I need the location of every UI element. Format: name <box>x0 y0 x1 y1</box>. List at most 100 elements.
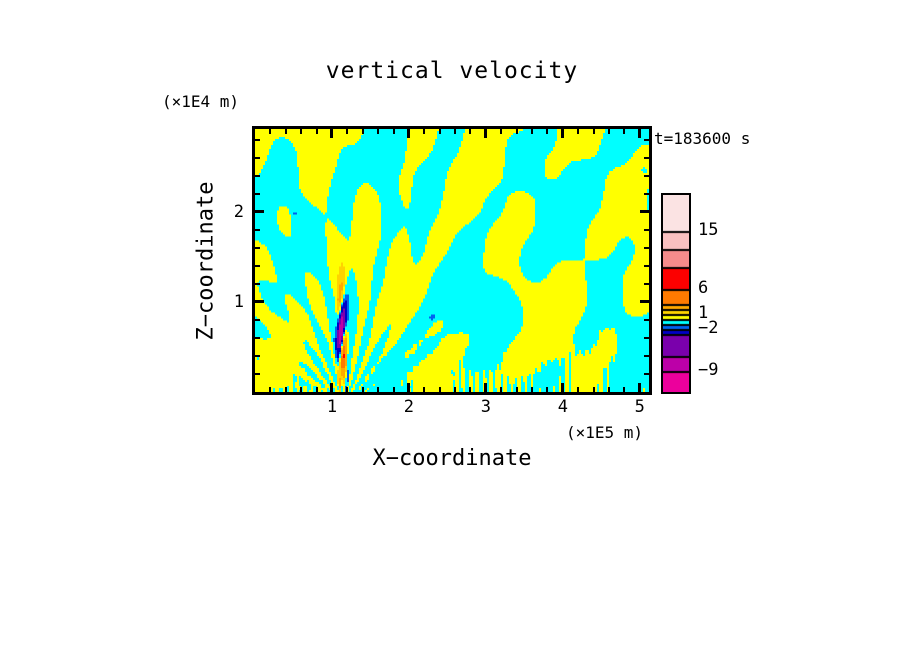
tick-mark <box>644 246 649 249</box>
tick-mark <box>644 228 649 231</box>
tick-mark <box>546 387 549 392</box>
x-axis-title: X−coordinate <box>372 446 532 471</box>
tick-mark <box>644 264 649 267</box>
x-tick-label: 2 <box>403 397 415 417</box>
tick-mark <box>255 138 260 141</box>
tick-mark <box>377 129 380 134</box>
tick-mark <box>269 387 272 392</box>
tick-mark <box>377 387 380 392</box>
x-tick-label: 3 <box>480 397 491 417</box>
tick-mark <box>315 129 318 134</box>
tick-mark <box>255 246 260 249</box>
tick-mark <box>640 210 649 214</box>
tick-mark <box>361 129 364 134</box>
tick-mark <box>255 354 260 357</box>
tick-mark <box>561 129 565 138</box>
tick-mark <box>607 129 610 134</box>
timestamp-label: t=183600 s <box>654 129 751 148</box>
tick-mark <box>644 192 649 195</box>
tick-mark <box>438 387 441 392</box>
tick-mark <box>500 129 503 134</box>
x-axis-unit-label: (×1E5 m) <box>566 423 644 442</box>
tick-mark <box>454 129 457 134</box>
tick-mark <box>500 387 503 392</box>
tick-mark <box>607 387 610 392</box>
x-tick-label: 1 <box>326 397 338 417</box>
tick-mark <box>300 129 303 134</box>
tick-mark <box>454 387 457 392</box>
heatmap-canvas <box>255 129 649 392</box>
tick-mark <box>592 387 595 392</box>
tick-mark <box>469 387 472 392</box>
tick-mark <box>392 387 395 392</box>
tick-mark <box>255 192 260 195</box>
tick-mark <box>531 129 534 134</box>
tick-mark <box>330 129 334 138</box>
tick-mark <box>392 129 395 134</box>
tick-mark <box>644 354 649 357</box>
colorbar-label: −2 <box>698 317 719 338</box>
tick-mark <box>330 383 334 392</box>
y-tick-label: 2 <box>233 201 244 222</box>
tick-mark <box>255 228 260 231</box>
tick-mark <box>644 318 649 321</box>
tick-mark <box>300 387 303 392</box>
y-tick-label: 1 <box>233 291 244 312</box>
tick-mark <box>623 129 626 134</box>
tick-mark <box>484 129 488 138</box>
tick-mark <box>644 372 649 375</box>
tick-mark <box>255 264 260 267</box>
colorbar <box>661 193 691 394</box>
tick-mark <box>423 129 426 134</box>
chart-title: vertical velocity <box>325 58 579 84</box>
tick-mark <box>269 129 272 134</box>
tick-mark <box>531 387 534 392</box>
tick-mark <box>638 383 642 392</box>
tick-mark <box>255 336 260 339</box>
tick-mark <box>644 282 649 285</box>
tick-mark <box>407 383 411 392</box>
tick-mark <box>546 129 549 134</box>
tick-mark <box>284 129 287 134</box>
tick-mark <box>255 372 260 375</box>
tick-mark <box>515 387 518 392</box>
colorbar-label: 15 <box>698 219 719 240</box>
x-tick-label: 4 <box>557 397 568 417</box>
colorbar-label: 1 <box>698 302 709 323</box>
tick-mark <box>644 336 649 339</box>
plot-frame <box>252 126 652 395</box>
tick-mark <box>255 174 260 177</box>
tick-mark <box>255 210 264 214</box>
tick-mark <box>346 387 349 392</box>
x-tick-label: 5 <box>634 397 645 417</box>
y-axis-unit-label: (×1E4 m) <box>162 92 240 111</box>
tick-mark <box>515 129 518 134</box>
tick-mark <box>423 387 426 392</box>
colorbar-label: 6 <box>698 277 709 298</box>
tick-mark <box>644 138 649 141</box>
tick-mark <box>644 174 649 177</box>
tick-mark <box>638 129 642 138</box>
tick-mark <box>623 387 626 392</box>
tick-mark <box>361 387 364 392</box>
tick-mark <box>255 318 260 321</box>
tick-mark <box>484 383 488 392</box>
colorbar-label: −9 <box>698 359 719 380</box>
tick-mark <box>315 387 318 392</box>
tick-mark <box>346 129 349 134</box>
tick-mark <box>469 129 472 134</box>
tick-mark <box>640 300 649 304</box>
tick-mark <box>284 387 287 392</box>
tick-mark <box>561 383 565 392</box>
tick-mark <box>592 129 595 134</box>
tick-mark <box>255 156 260 159</box>
colorbar-canvas <box>663 195 689 392</box>
tick-mark <box>577 129 580 134</box>
tick-mark <box>407 129 411 138</box>
tick-mark <box>577 387 580 392</box>
tick-mark <box>644 156 649 159</box>
tick-mark <box>255 282 260 285</box>
tick-mark <box>438 129 441 134</box>
tick-mark <box>255 300 264 304</box>
